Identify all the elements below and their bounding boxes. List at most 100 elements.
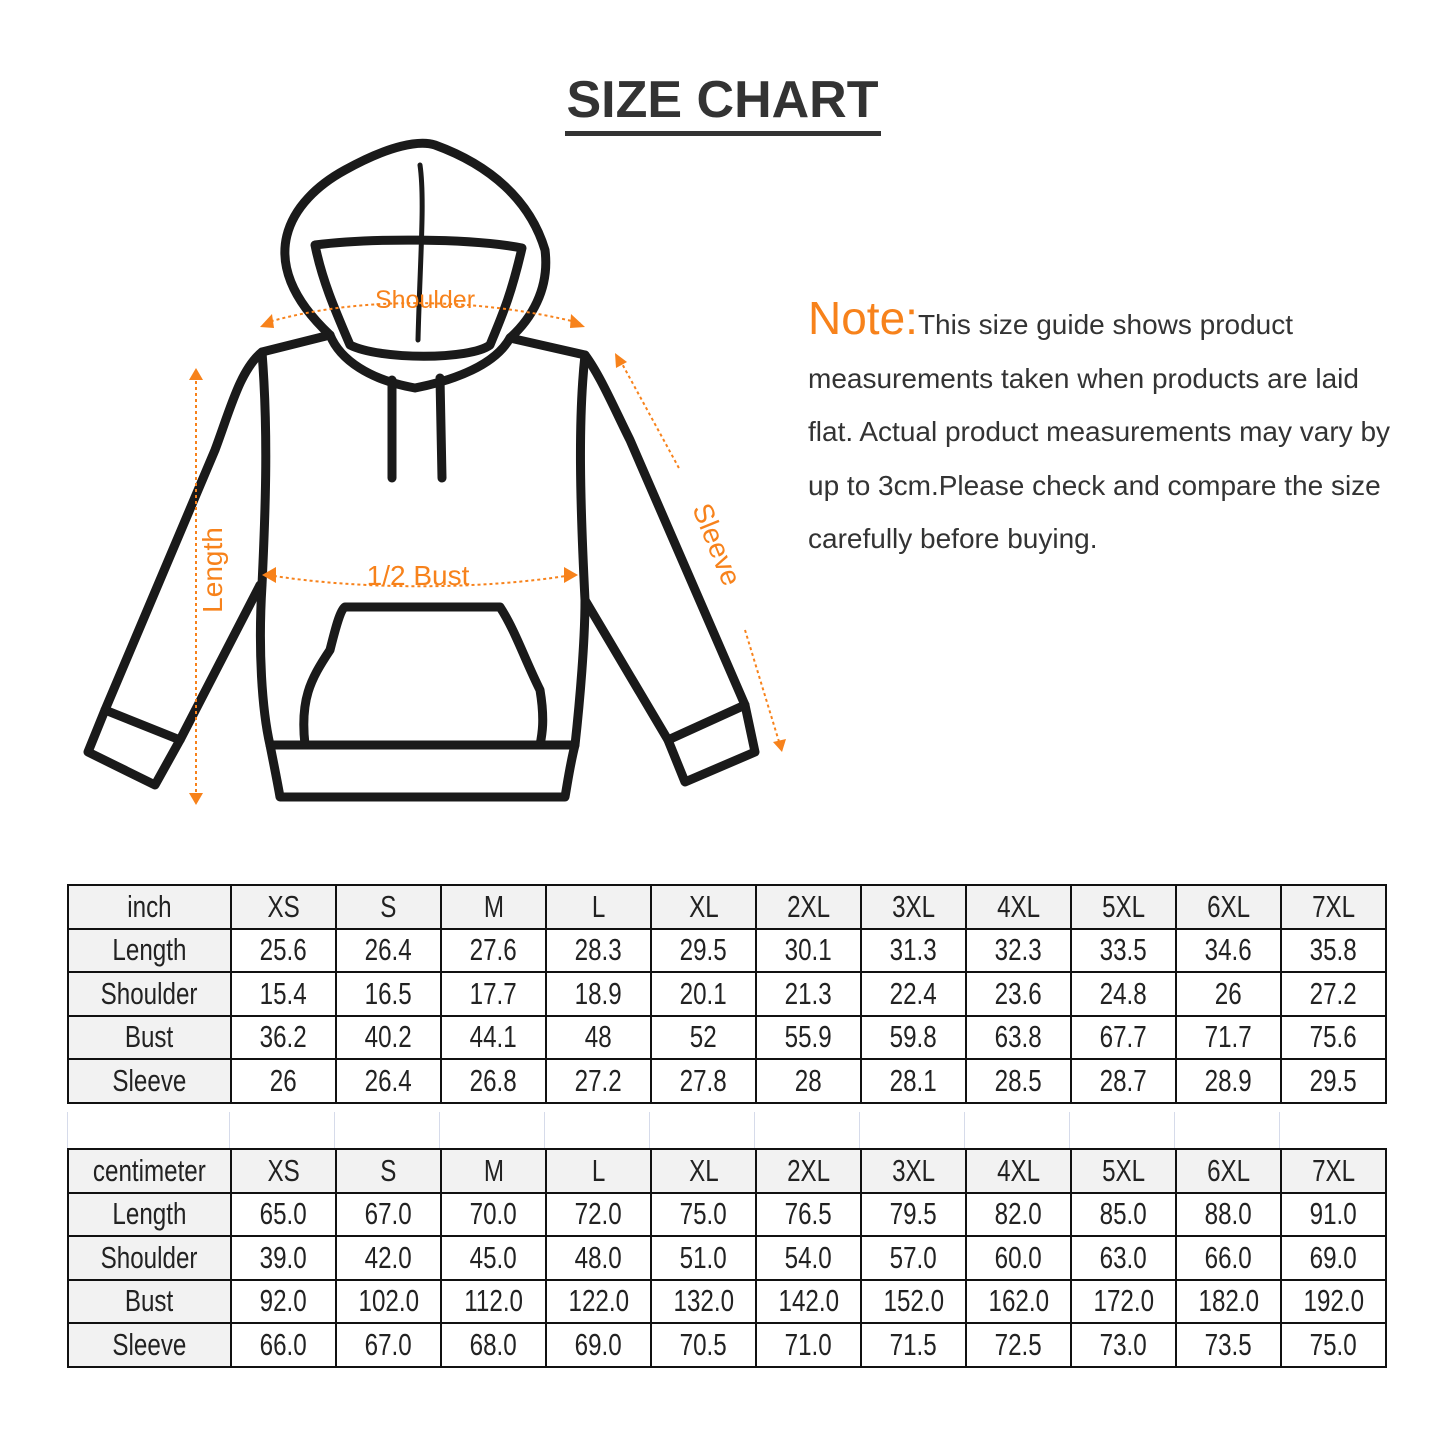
- size-header: M: [440, 884, 547, 930]
- value-cell-text: 71.0: [784, 1326, 833, 1362]
- value-cell: 73.0: [1070, 1322, 1177, 1368]
- value-cell: 172.0: [1070, 1278, 1177, 1324]
- value-cell-text: 28: [795, 1062, 822, 1098]
- value-cell: 65.0: [230, 1191, 337, 1237]
- spacer-gridline: [964, 1112, 1069, 1148]
- value-cell-text: 67.7: [1099, 1019, 1148, 1055]
- value-cell: 17.7: [440, 971, 547, 1017]
- spacer-gridline: [544, 1112, 649, 1148]
- size-header-text: M: [483, 888, 504, 924]
- value-cell-text: 67.0: [364, 1326, 413, 1362]
- value-cell-text: 40.2: [364, 1019, 413, 1055]
- value-cell: 88.0: [1175, 1191, 1282, 1237]
- value-cell: 27.6: [440, 927, 547, 973]
- value-cell: 39.0: [230, 1235, 337, 1281]
- value-cell-text: 27.2: [574, 1062, 623, 1098]
- size-header-text: L: [591, 1152, 606, 1188]
- row-label-text: Shoulder: [101, 1239, 198, 1275]
- value-cell-text: 75.0: [1309, 1326, 1358, 1362]
- row-label-text: Bust: [125, 1283, 174, 1319]
- value-cell-text: 60.0: [994, 1239, 1043, 1275]
- value-cell: 31.3: [860, 927, 967, 973]
- value-cell-text: 32.3: [994, 932, 1043, 968]
- value-cell-text: 92.0: [259, 1283, 308, 1319]
- value-cell: 28.9: [1175, 1058, 1282, 1104]
- value-cell-text: 54.0: [784, 1239, 833, 1275]
- value-cell: 66.0: [1175, 1235, 1282, 1281]
- size-header: 4XL: [965, 884, 1072, 930]
- size-header: 3XL: [860, 884, 967, 930]
- size-header-text: XL: [688, 888, 719, 924]
- row-label: Length: [67, 1191, 232, 1237]
- table-spacer: [67, 1112, 1384, 1148]
- value-cell-text: 18.9: [574, 975, 623, 1011]
- value-cell-text: 33.5: [1099, 932, 1148, 968]
- value-cell: 52: [650, 1014, 757, 1060]
- size-header: XS: [230, 884, 337, 930]
- value-cell-text: 30.1: [784, 932, 833, 968]
- row-label: Sleeve: [67, 1322, 232, 1368]
- value-cell-text: 20.1: [679, 975, 728, 1011]
- value-cell: 35.8: [1280, 927, 1387, 973]
- value-cell: 63.0: [1070, 1235, 1177, 1281]
- size-header: 7XL: [1280, 1148, 1387, 1194]
- value-cell-text: 69.0: [1309, 1239, 1358, 1275]
- value-cell: 85.0: [1070, 1191, 1177, 1237]
- value-cell-text: 26.4: [364, 932, 413, 968]
- size-header: 7XL: [1280, 884, 1387, 930]
- value-cell: 72.0: [545, 1191, 652, 1237]
- value-cell: 20.1: [650, 971, 757, 1017]
- value-cell-text: 57.0: [889, 1239, 938, 1275]
- value-cell-text: 15.4: [259, 975, 308, 1011]
- value-cell: 26.4: [335, 1058, 442, 1104]
- size-header: 5XL: [1070, 884, 1177, 930]
- value-cell: 76.5: [755, 1191, 862, 1237]
- size-header-text: 4XL: [996, 1152, 1041, 1188]
- value-cell: 63.8: [965, 1014, 1072, 1060]
- value-cell: 192.0: [1280, 1278, 1387, 1324]
- value-cell: 28.7: [1070, 1058, 1177, 1104]
- note-label: Note:: [808, 292, 918, 344]
- value-cell: 23.6: [965, 971, 1072, 1017]
- size-header: 6XL: [1175, 884, 1282, 930]
- value-cell: 28.1: [860, 1058, 967, 1104]
- size-header-text: 3XL: [891, 888, 936, 924]
- value-cell-text: 36.2: [259, 1019, 308, 1055]
- value-cell: 21.3: [755, 971, 862, 1017]
- row-label-text: Shoulder: [101, 975, 198, 1011]
- size-header: L: [545, 1148, 652, 1194]
- spacer-gridline: [229, 1112, 334, 1148]
- table-row: Bust 36.2 40.2 44.1 48 52 55.9 59.8 63.8 67.7 71.7…: [67, 1014, 1387, 1060]
- value-cell: 48: [545, 1014, 652, 1060]
- size-header: XL: [650, 1148, 757, 1194]
- value-cell-text: 17.7: [469, 975, 518, 1011]
- value-cell-text: 63.8: [994, 1019, 1043, 1055]
- value-cell-text: 71.7: [1204, 1019, 1253, 1055]
- value-cell-text: 16.5: [364, 975, 413, 1011]
- size-header-text: M: [483, 1152, 504, 1188]
- size-header: S: [335, 884, 442, 930]
- value-cell: 132.0: [650, 1278, 757, 1324]
- value-cell-text: 67.0: [364, 1196, 413, 1232]
- value-cell-text: 35.8: [1309, 932, 1358, 968]
- value-cell: 102.0: [335, 1278, 442, 1324]
- value-cell-text: 76.5: [784, 1196, 833, 1232]
- value-cell-text: 27.2: [1309, 975, 1358, 1011]
- value-cell: 29.5: [1280, 1058, 1387, 1104]
- spacer-gridline: [754, 1112, 859, 1148]
- table-row: Length 25.6 26.4 27.6 28.3 29.5 30.1 31.3 32.3 33…: [67, 927, 1387, 973]
- unit-header-text: centimeter: [93, 1152, 206, 1188]
- value-cell: 112.0: [440, 1278, 547, 1324]
- size-header-text: 6XL: [1206, 1152, 1251, 1188]
- value-cell-text: 48.0: [574, 1239, 623, 1275]
- size-header: M: [440, 1148, 547, 1194]
- row-label-text: Bust: [125, 1019, 174, 1055]
- value-cell-text: 39.0: [259, 1239, 308, 1275]
- table-row: Shoulder 15.4 16.5 17.7 18.9 20.1 21.3 22.4 23.6…: [67, 971, 1387, 1017]
- size-header-text: 2XL: [786, 1152, 831, 1188]
- value-cell: 60.0: [965, 1235, 1072, 1281]
- value-cell-text: 73.0: [1099, 1326, 1148, 1362]
- value-cell: 26: [230, 1058, 337, 1104]
- value-cell-text: 42.0: [364, 1239, 413, 1275]
- value-cell-text: 182.0: [1198, 1283, 1259, 1319]
